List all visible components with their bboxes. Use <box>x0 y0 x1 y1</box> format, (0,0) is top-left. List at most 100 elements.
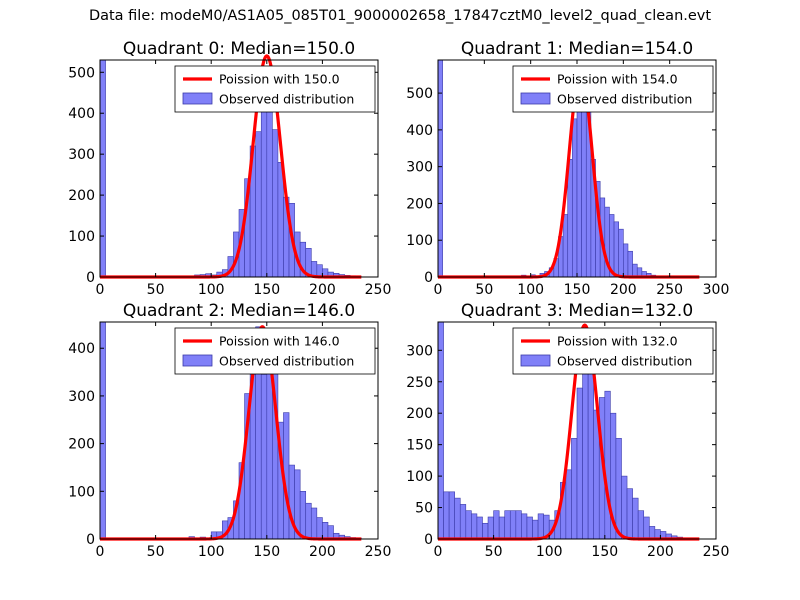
legend-label-poisson: Poission with 154.0 <box>557 72 678 87</box>
y-tick-label: 0 <box>424 270 433 286</box>
histogram-bar <box>604 390 611 540</box>
histogram-bar <box>504 510 511 540</box>
histogram-bar <box>443 491 450 540</box>
histogram-bar <box>623 243 629 278</box>
histogram-bar <box>582 350 589 540</box>
y-tick-label: 100 <box>68 484 95 500</box>
histogram-bar <box>316 517 323 540</box>
histogram-bar <box>521 513 528 540</box>
axes-frame <box>99 321 379 540</box>
y-tick-label: 300 <box>406 343 433 359</box>
subplot-quadrant-0: 0 50 100 150 200 250 0 100 200 300 400 500 Quadrant … <box>68 39 391 298</box>
x-tick-label: 50 <box>475 282 493 298</box>
histogram-bar <box>648 526 656 540</box>
histogram-bar <box>260 374 268 540</box>
histogram-bar <box>493 510 500 540</box>
histogram-bar <box>632 497 639 540</box>
x-tick-label: 0 <box>96 544 105 560</box>
x-tick-label: 200 <box>610 282 637 298</box>
legend-bar-swatch <box>182 92 213 105</box>
legend-bar-swatch <box>182 354 213 367</box>
histogram-bar <box>454 497 461 540</box>
figure-title: Data file: modeM0/AS1A05_085T01_90000026… <box>88 8 712 24</box>
legend-label-poisson: Poission with 150.0 <box>219 72 340 87</box>
legend-label-poisson: Poission with 146.0 <box>219 334 340 349</box>
y-tick-label: 50 <box>415 501 433 517</box>
histogram-bar <box>643 516 650 540</box>
x-tick-label: 200 <box>647 544 674 560</box>
histogram-bar <box>437 59 443 278</box>
y-tick-label: 400 <box>406 123 433 139</box>
x-tick-label: 50 <box>147 282 165 298</box>
x-tick-label: 0 <box>434 282 443 298</box>
histogram-bar <box>255 131 262 278</box>
subplot-title: Quadrant 3: Median=132.0 <box>461 301 693 321</box>
histogram-bar <box>327 525 334 540</box>
histogram-bar <box>615 438 622 540</box>
histogram-bar <box>487 516 494 540</box>
x-tick-label: 250 <box>656 282 683 298</box>
histogram-bar <box>99 59 106 278</box>
x-tick-label: 150 <box>253 282 280 298</box>
histogram-bar <box>572 118 578 278</box>
y-tick-label: 100 <box>406 469 433 485</box>
y-tick-label: 250 <box>406 375 433 391</box>
histogram-bar <box>581 103 587 278</box>
histogram-bar <box>532 519 539 540</box>
histogram-bar <box>310 507 318 540</box>
subplot-quadrant-1: 0 50 100 150 200 250 300 0 100 200 300 400 500 Quadra… <box>406 39 729 298</box>
x-tick-label: 100 <box>517 282 544 298</box>
y-tick-label: 100 <box>406 233 433 249</box>
histogram-bar <box>565 469 572 540</box>
x-tick-label: 100 <box>536 544 563 560</box>
histogram-bar <box>482 522 489 540</box>
histogram-bar <box>618 228 624 278</box>
histogram-bar <box>437 321 444 540</box>
histogram-bar <box>621 475 628 540</box>
legend-label-observed: Observed distribution <box>219 354 354 369</box>
y-tick-label: 200 <box>68 188 95 204</box>
subplot-quadrant-2: 0 50 100 150 200 250 0 100 200 300 400 Quadrant 2: … <box>68 301 391 560</box>
legend-label-observed: Observed distribution <box>219 92 354 107</box>
histogram-bar <box>571 438 578 540</box>
y-tick-label: 200 <box>406 196 433 212</box>
legend-label-observed: Observed distribution <box>557 354 692 369</box>
histogram-bar <box>526 516 533 540</box>
histogram-bar <box>448 491 455 540</box>
x-tick-label: 150 <box>564 282 591 298</box>
histogram-bar <box>562 214 569 278</box>
axes-frame <box>437 321 717 540</box>
histogram-bar <box>627 250 633 278</box>
y-tick-label: 500 <box>68 65 95 81</box>
subplot-title: Quadrant 0: Median=150.0 <box>123 39 355 59</box>
subplot-title: Quadrant 1: Median=154.0 <box>461 39 693 59</box>
histogram-bar <box>322 522 329 540</box>
x-tick-label: 200 <box>309 282 336 298</box>
y-tick-label: 300 <box>406 160 433 176</box>
y-tick-label: 0 <box>424 532 433 548</box>
x-tick-label: 150 <box>253 544 280 560</box>
x-tick-label: 0 <box>434 544 443 560</box>
y-tick-label: 100 <box>68 229 95 245</box>
x-tick-label: 50 <box>147 544 165 560</box>
histogram-bar <box>465 510 472 540</box>
x-tick-label: 250 <box>365 282 392 298</box>
histogram-bar <box>316 264 323 278</box>
histogram-bar <box>613 221 619 278</box>
legend-bar-swatch <box>520 354 551 367</box>
histogram-bar <box>260 84 268 278</box>
x-tick-label: 250 <box>703 544 730 560</box>
histogram-bar <box>476 516 483 540</box>
x-tick-label: 100 <box>198 282 225 298</box>
x-tick-label: 200 <box>309 544 336 560</box>
y-tick-label: 400 <box>68 106 95 122</box>
y-tick-label: 400 <box>68 341 95 357</box>
histogram-bar <box>632 263 638 278</box>
subplot-quadrant-3: 0 50 100 150 200 250 0 50 100 150 200 250 300 Quadran… <box>406 301 729 560</box>
y-tick-label: 200 <box>68 437 95 453</box>
legend-bar-swatch <box>520 92 551 105</box>
y-tick-label: 200 <box>406 406 433 422</box>
histogram-bar <box>637 510 645 540</box>
x-tick-label: 0 <box>96 282 105 298</box>
